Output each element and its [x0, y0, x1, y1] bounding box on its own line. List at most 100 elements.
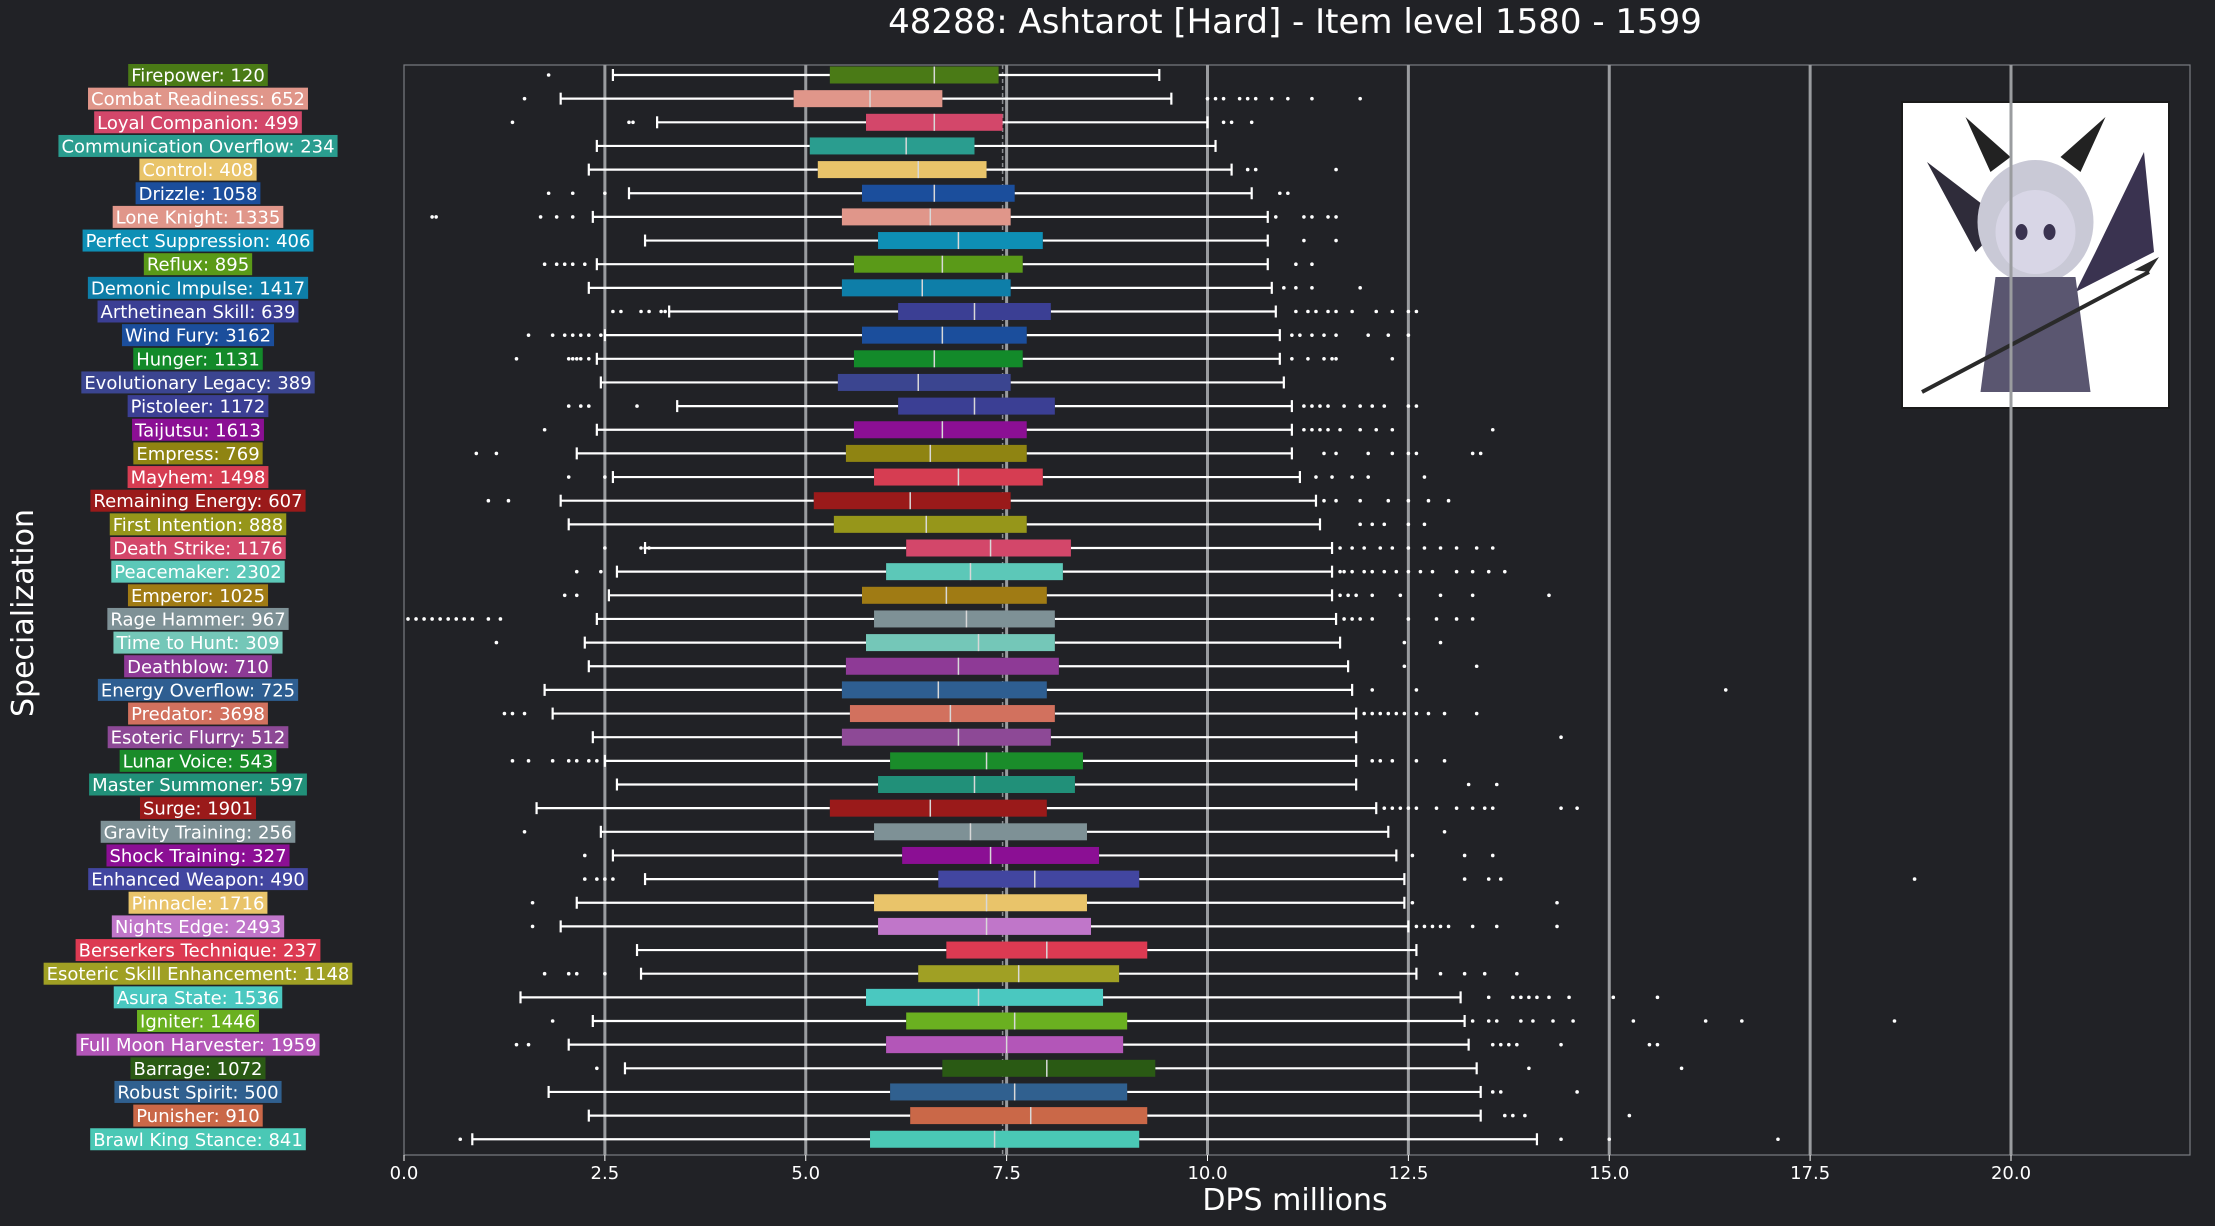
outlier-point [1575, 806, 1579, 810]
spec-label-text: Peacemaker: 2302 [114, 562, 281, 583]
outlier-point [611, 309, 615, 314]
outlier-point [1334, 167, 1338, 172]
outlier-point [1486, 995, 1491, 1000]
spec-label-bg [111, 560, 285, 583]
x-tick-label-1: 2.5 [591, 1163, 620, 1184]
box-body [813, 492, 1011, 510]
outlier-point [1386, 333, 1391, 337]
outlier-point [1498, 877, 1503, 881]
outlier-point [1322, 357, 1326, 361]
outlier-point [458, 1137, 463, 1142]
spec-label-text: Nights Edge: 2493 [115, 917, 281, 938]
outlier-point [1326, 309, 1330, 314]
box-body [910, 1107, 1148, 1125]
outlier-point [1370, 759, 1375, 763]
spec-label-37: Berserkers Technique: 237 [75, 939, 321, 962]
portrait-face [1995, 190, 2076, 274]
outlier-point [1322, 333, 1326, 337]
outlier-point [574, 569, 579, 574]
outlier-point [494, 640, 499, 645]
outlier-point [542, 262, 547, 267]
outlier-point [510, 711, 515, 716]
spec-label-3: Communication Overflow: 234 [58, 134, 338, 157]
outlier-point [1607, 1137, 1612, 1142]
outlier-point [603, 971, 607, 976]
outlier-point [1551, 1019, 1555, 1023]
outlier-point [1282, 286, 1286, 290]
spec-label-33: Shock Training: 327 [106, 844, 290, 867]
box-16 [474, 444, 1483, 462]
outlier-point [1338, 546, 1342, 550]
outlier-point [1490, 427, 1495, 432]
box-body [874, 894, 1087, 912]
outlier-point [1326, 427, 1330, 432]
outlier-point [1430, 924, 1435, 929]
spec-label-text: First Intention: 888 [113, 515, 283, 536]
outlier-point [1426, 711, 1431, 716]
outlier-point [514, 1042, 519, 1047]
spec-label-34: Enhanced Weapon: 490 [88, 868, 308, 891]
outlier-point [1350, 617, 1354, 621]
outlier-point [1406, 522, 1411, 527]
box-body [878, 776, 1075, 793]
box-body [853, 255, 1023, 273]
box-body [841, 728, 1051, 746]
spec-label-31: Surge: 1901 [139, 797, 257, 820]
spec-label-bg [110, 537, 286, 559]
box-body [829, 799, 1047, 817]
outlier-point [1370, 688, 1375, 692]
spec-label-bg [58, 134, 338, 157]
outlier-point [631, 120, 635, 125]
outlier-point [1386, 711, 1391, 716]
box-body [866, 634, 1055, 652]
outlier-point [438, 617, 442, 621]
outlier-point [1290, 357, 1294, 361]
outlier-point [1912, 877, 1917, 881]
outlier-point [550, 1019, 555, 1023]
outlier-point [1723, 688, 1728, 692]
spec-label-bg [132, 418, 264, 441]
outlier-point [1486, 1019, 1491, 1023]
outlier-point [1302, 427, 1306, 432]
box-body [870, 1130, 1140, 1148]
outlier-point [1249, 120, 1254, 125]
spec-label-19: First Intention: 888 [109, 513, 287, 536]
spec-label-bg [90, 1128, 306, 1151]
spec-label-bg [109, 513, 287, 536]
grid-lines [603, 65, 2013, 1155]
outlier-point [1382, 522, 1387, 527]
spec-label-36: Nights Edge: 2493 [111, 915, 285, 938]
outlier-point [611, 877, 615, 881]
spec-label-bg [97, 300, 299, 323]
spec-label-bg [135, 182, 261, 205]
outlier-point [574, 971, 579, 976]
portrait-horn-right [2060, 117, 2106, 172]
outlier-point [1394, 711, 1399, 716]
outlier-point [1298, 333, 1302, 337]
outlier-point [574, 759, 579, 763]
outlier-point [1334, 215, 1338, 219]
spec-label-27: Predator: 3698 [128, 702, 268, 725]
outlier-point [1531, 1019, 1535, 1023]
spec-label-text: Brawl King Stance: 841 [93, 1130, 303, 1151]
outlier-point [1519, 1019, 1523, 1023]
y-axis-label: Specialization [6, 509, 41, 717]
outlier-point [570, 333, 575, 337]
spec-label-15: Taijutsu: 1613 [132, 418, 264, 441]
outlier-point [1470, 593, 1475, 598]
outlier-point [1679, 1066, 1684, 1071]
spec-label-bg [133, 442, 263, 465]
box-40 [550, 1012, 1897, 1030]
spec-label-6: Lone Knight: 1335 [112, 205, 284, 228]
box-19 [567, 515, 1427, 533]
spec-label-bg [87, 276, 309, 299]
spec-label-16: Empress: 769 [133, 442, 263, 465]
spec-label-text: Asura State: 1536 [117, 988, 280, 1009]
outlier-point [522, 830, 527, 834]
box-0 [546, 66, 1161, 84]
spec-label-28: Esoteric Flurry: 512 [107, 726, 289, 749]
box-5 [546, 184, 1290, 202]
outlier-point [1362, 546, 1366, 550]
spec-label-bg [82, 229, 314, 252]
